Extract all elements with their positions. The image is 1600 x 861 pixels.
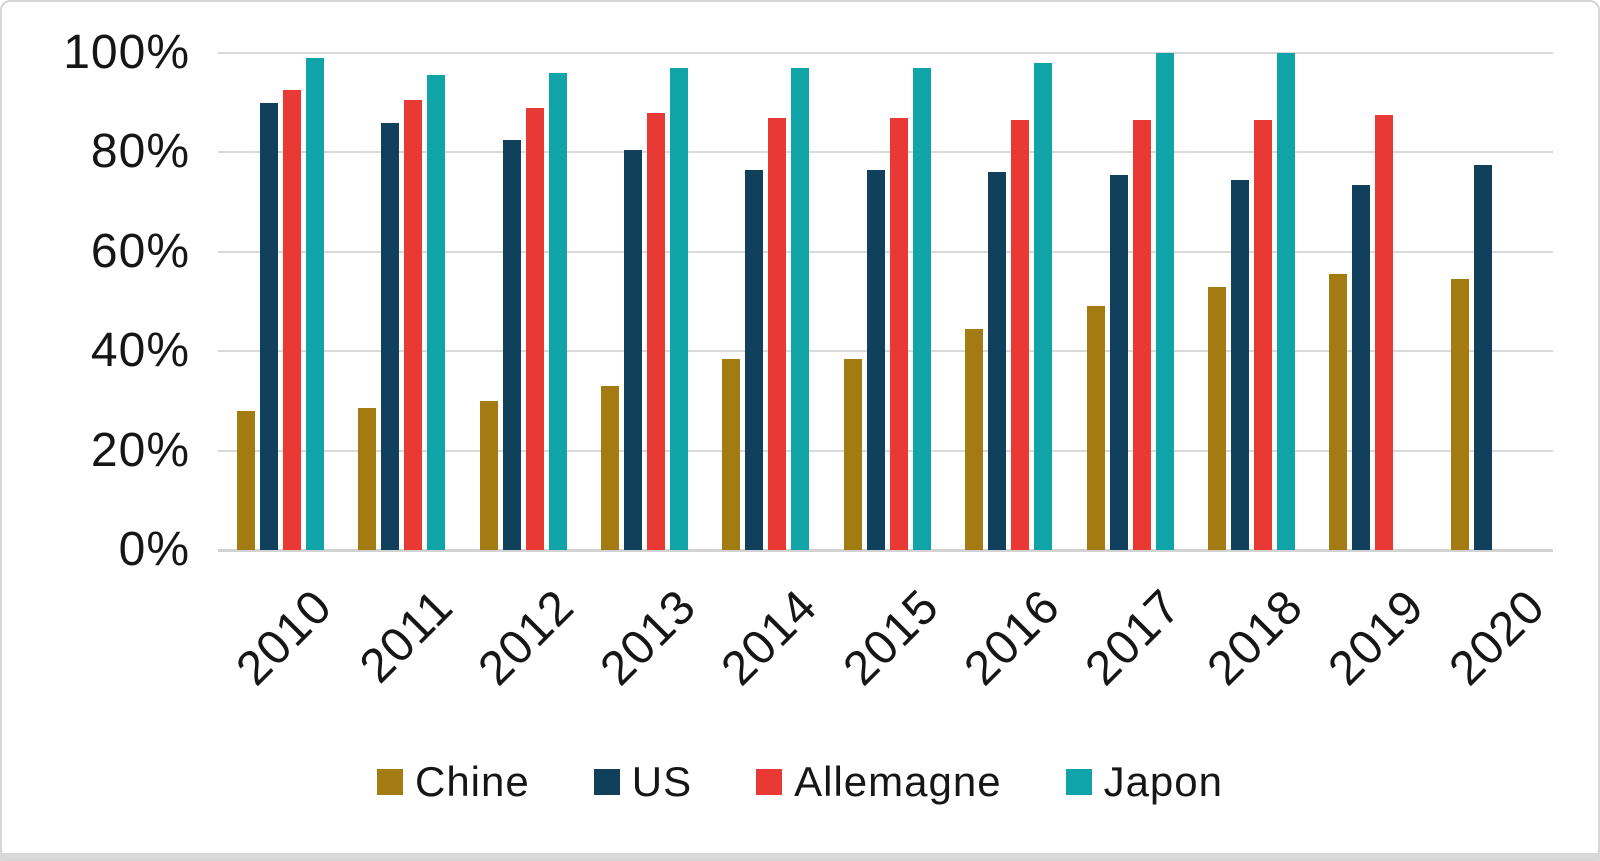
bar-allemagne-2019 xyxy=(1375,115,1394,550)
legend-item-chine: Chine xyxy=(376,758,530,805)
y-tick-label: 0% xyxy=(118,523,190,576)
legend: Chine US Allemagne Japon xyxy=(0,752,1600,812)
gridline xyxy=(218,52,1553,54)
legend-swatch-chine xyxy=(376,769,403,795)
y-tick-label: 20% xyxy=(90,423,190,477)
bar-japon-2011 xyxy=(427,75,446,550)
bar-chine-2017 xyxy=(1086,306,1105,550)
x-tick-label-2014: 2014 xyxy=(711,579,828,696)
bar-allemagne-2010 xyxy=(283,90,301,550)
x-tick-label-2018: 2018 xyxy=(1197,579,1313,696)
legend-label-us: US xyxy=(631,758,693,805)
gridline xyxy=(218,449,1553,452)
x-tick-label-2015: 2015 xyxy=(833,579,949,696)
bar-group-2018 xyxy=(1207,53,1295,550)
bar-japon-2015 xyxy=(912,67,931,550)
x-tick-label-2017: 2017 xyxy=(1075,579,1192,696)
bar-us-2011 xyxy=(381,122,400,550)
bar-us-2013 xyxy=(624,149,643,550)
x-tick-label-2016: 2016 xyxy=(954,579,1071,696)
legend-item-japon: Japon xyxy=(1065,758,1223,805)
bar-chine-2018 xyxy=(1207,286,1226,550)
x-axis-line xyxy=(218,549,1553,552)
bar-allemagne-2017 xyxy=(1132,120,1151,550)
bar-allemagne-2014 xyxy=(768,117,787,550)
legend-swatch-us xyxy=(593,769,620,795)
bar-japon-2018 xyxy=(1276,53,1295,550)
legend-label-allemagne: Allemagne xyxy=(794,758,1002,805)
page-bottom-divider xyxy=(0,853,1600,861)
bar-group-2012 xyxy=(479,53,567,550)
bar-japon-2012 xyxy=(548,72,567,550)
legend-swatch-japon xyxy=(1065,769,1092,795)
bar-japon-2016 xyxy=(1034,62,1053,550)
gridline xyxy=(218,151,1553,154)
bar-group-2016 xyxy=(965,53,1053,550)
bar-group-2015 xyxy=(843,53,931,550)
bar-chine-2011 xyxy=(358,408,377,550)
bar-us-2020 xyxy=(1473,164,1492,550)
bar-group-2017 xyxy=(1086,53,1174,550)
bar-group-2010 xyxy=(237,53,324,550)
bar-allemagne-2015 xyxy=(889,117,908,550)
bar-chine-2014 xyxy=(722,358,741,550)
bar-allemagne-2013 xyxy=(647,112,666,550)
x-tick-label-2020: 2020 xyxy=(1439,579,1556,696)
x-tick-label-2010: 2010 xyxy=(226,579,343,696)
bar-allemagne-2018 xyxy=(1253,120,1272,550)
bar-us-2014 xyxy=(745,169,764,550)
legend-swatch-allemagne xyxy=(756,769,783,795)
bar-group-2013 xyxy=(601,53,689,550)
bar-us-2015 xyxy=(866,169,885,550)
bar-allemagne-2011 xyxy=(404,100,423,550)
bar-japon-2014 xyxy=(791,67,810,550)
legend-item-allemagne: Allemagne xyxy=(756,761,1001,803)
bar-group-2011 xyxy=(358,53,446,550)
x-tick-label-2019: 2019 xyxy=(1318,579,1435,696)
bar-japon-2010 xyxy=(306,57,324,550)
y-tick-label: 60% xyxy=(90,224,190,278)
bar-chine-2020 xyxy=(1450,279,1469,550)
y-tick-label: 80% xyxy=(90,125,190,179)
gridline xyxy=(218,250,1553,253)
bar-chine-2015 xyxy=(843,358,862,550)
bar-japon-2013 xyxy=(670,67,689,550)
legend-item-us: US xyxy=(593,758,693,805)
bar-chine-2013 xyxy=(601,386,620,550)
bar-chine-2016 xyxy=(965,328,984,550)
bar-group-2014 xyxy=(722,53,810,550)
bar-allemagne-2012 xyxy=(525,107,544,550)
plot-area xyxy=(218,52,1553,552)
bar-us-2010 xyxy=(260,102,278,550)
y-tick-label: 100% xyxy=(63,26,190,79)
y-tick-label: 40% xyxy=(90,324,190,378)
bar-us-2016 xyxy=(988,172,1007,550)
bar-us-2018 xyxy=(1230,179,1249,550)
bar-chine-2019 xyxy=(1329,274,1348,550)
x-tick-label-2013: 2013 xyxy=(590,579,707,696)
x-tick-label-2012: 2012 xyxy=(468,579,585,696)
bar-group-2020 xyxy=(1450,53,1538,550)
bar-us-2017 xyxy=(1109,174,1128,550)
bar-us-2019 xyxy=(1352,184,1371,550)
bar-us-2012 xyxy=(502,139,521,550)
bar-allemagne-2016 xyxy=(1011,120,1030,550)
bar-chine-2012 xyxy=(479,400,498,550)
x-tick-label-2011: 2011 xyxy=(350,579,464,694)
gridline xyxy=(218,350,1553,353)
bar-chine-2010 xyxy=(237,410,255,550)
legend-label-japon: Japon xyxy=(1103,758,1223,805)
bar-group-2019 xyxy=(1329,53,1416,550)
legend-label-chine: Chine xyxy=(414,758,530,805)
bar-japon-2017 xyxy=(1155,53,1174,550)
